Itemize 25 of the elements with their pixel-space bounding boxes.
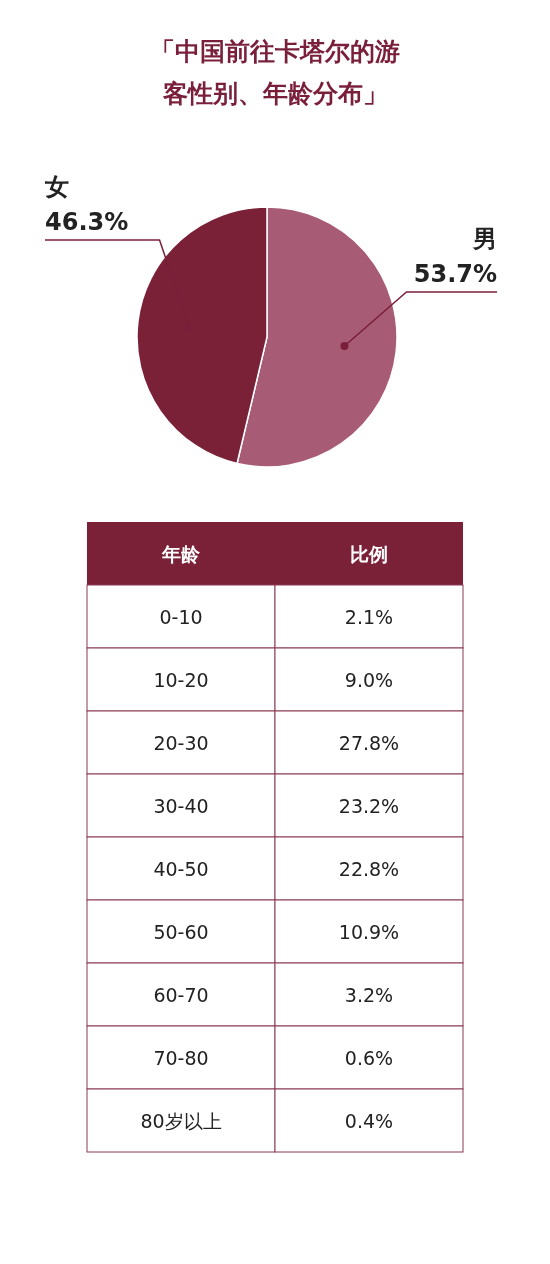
data-label: 3.2% bbox=[344, 983, 394, 1006]
category-label: 70-80 bbox=[153, 1046, 209, 1069]
category-label: 40-50 bbox=[153, 857, 209, 880]
slice-label: 女 bbox=[44, 173, 69, 201]
data-label: 10.9% bbox=[338, 920, 400, 943]
data-label: 0.4% bbox=[344, 1109, 394, 1132]
category-label: 60-70 bbox=[153, 983, 209, 1006]
chart-title: 「中国前往卡塔尔的游客性别、年龄分布」 bbox=[150, 37, 400, 108]
data-label: 53.7% bbox=[413, 260, 497, 288]
category-label: 30-40 bbox=[153, 794, 209, 817]
data-label: 22.8% bbox=[338, 857, 400, 880]
data-label: 9.0% bbox=[344, 668, 394, 691]
data-label: 2.1% bbox=[344, 605, 394, 628]
category-label: 80岁以上 bbox=[140, 1109, 222, 1132]
data-label: 46.3% bbox=[45, 208, 129, 236]
category-label: 50-60 bbox=[153, 920, 209, 943]
data-label: 0.6% bbox=[344, 1046, 394, 1069]
data-label: 27.8% bbox=[338, 731, 400, 754]
category-label: 0-10 bbox=[159, 605, 203, 628]
slice-label: 男 bbox=[472, 225, 497, 253]
category-label: 10-20 bbox=[153, 668, 209, 691]
text: 比例 bbox=[350, 542, 388, 565]
category-label: 20-30 bbox=[153, 731, 209, 754]
data-label: 23.2% bbox=[338, 794, 400, 817]
text: 年龄 bbox=[161, 542, 201, 565]
